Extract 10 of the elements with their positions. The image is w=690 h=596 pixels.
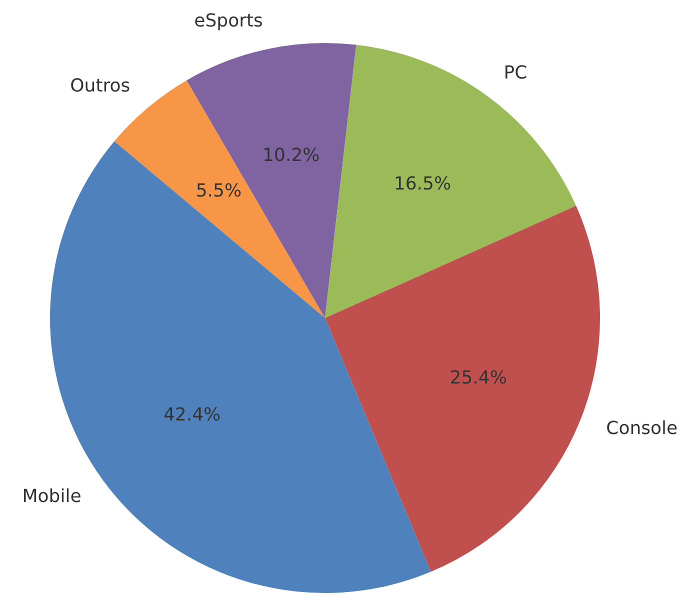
slice-label: Outros: [70, 75, 130, 96]
data-label: 10.2%: [262, 145, 320, 166]
slice-label: PC: [504, 62, 528, 84]
data-label: 25.4%: [450, 368, 507, 389]
data-label: 16.5%: [394, 174, 452, 195]
data-label: 42.4%: [163, 404, 221, 426]
data-label: 5.5%: [196, 180, 242, 202]
slice-label: Mobile: [22, 486, 82, 507]
slice-label: eSports: [194, 10, 263, 32]
slice-label: Console: [606, 418, 678, 440]
